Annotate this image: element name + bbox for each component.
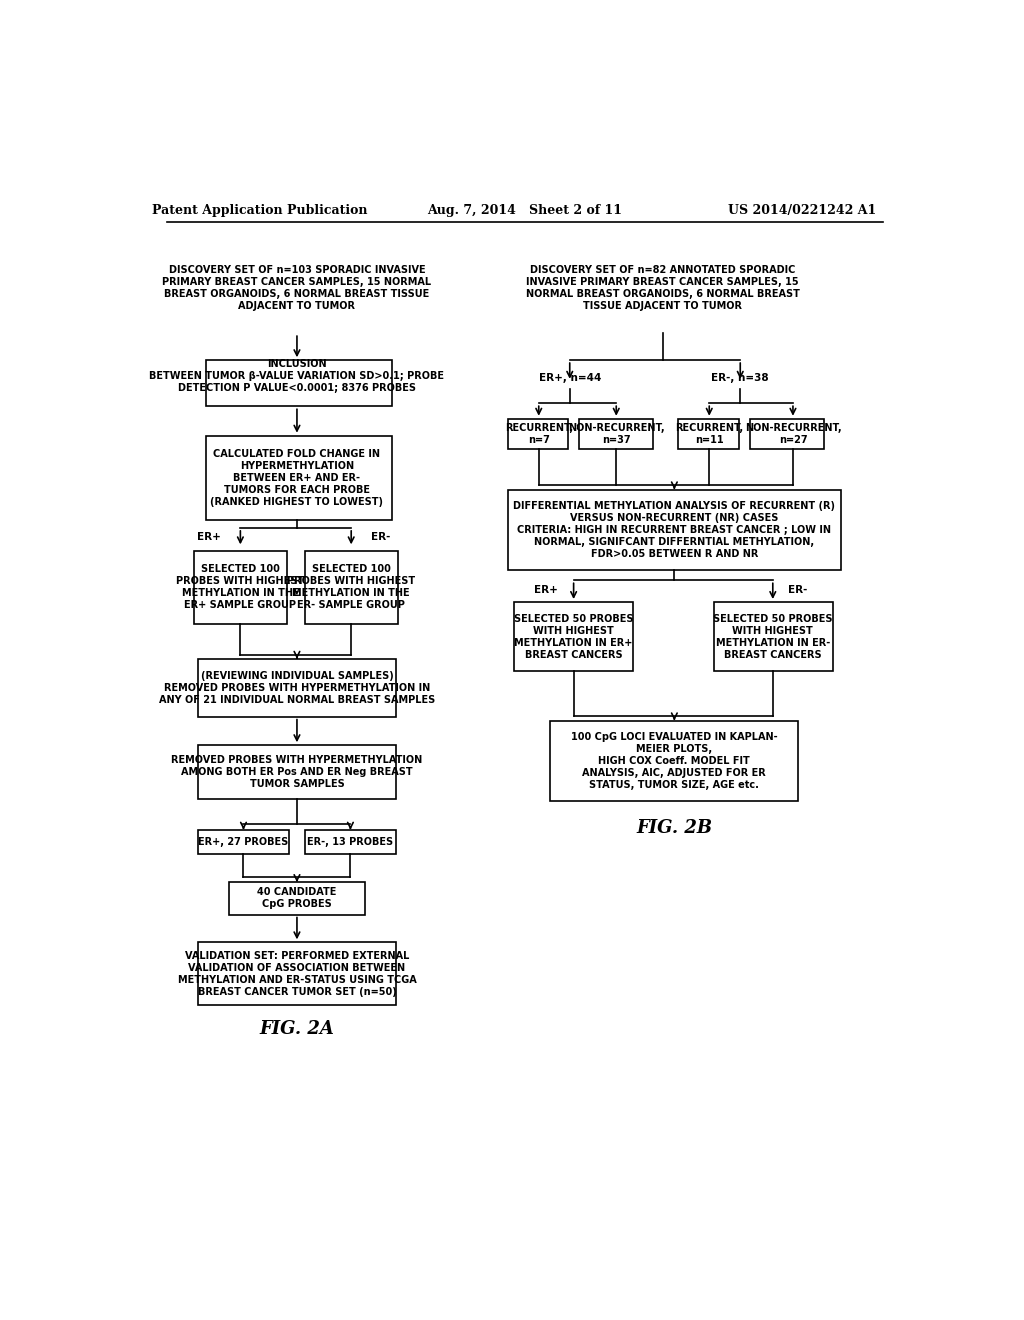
Text: FIG. 2B: FIG. 2B	[636, 820, 713, 837]
Bar	[198, 659, 396, 717]
Bar	[198, 942, 396, 1006]
Bar	[714, 602, 834, 671]
Bar	[678, 418, 738, 449]
Bar	[194, 552, 287, 624]
Text: ER+, 27 PROBES: ER+, 27 PROBES	[199, 837, 289, 847]
Text: FIG. 2A: FIG. 2A	[259, 1019, 335, 1038]
Text: DISCOVERY SET OF n=82 ANNOTATED SPORADIC
INVASIVE PRIMARY BREAST CANCER SAMPLES,: DISCOVERY SET OF n=82 ANNOTATED SPORADIC…	[525, 265, 800, 310]
Text: RECURRENT,
n=7: RECURRENT, n=7	[505, 422, 572, 445]
Bar	[508, 490, 841, 570]
Bar	[206, 436, 391, 520]
Text: DIFFERENTIAL METHYLATION ANALYSIS OF RECURRENT (R)
VERSUS NON-RECURRENT (NR) CAS: DIFFERENTIAL METHYLATION ANALYSIS OF REC…	[513, 500, 836, 558]
Text: US 2014/0221242 A1: US 2014/0221242 A1	[728, 205, 877, 218]
Text: ER-: ER-	[371, 532, 390, 543]
Text: SELECTED 100
PROBES WITH HIGHEST
METHYLATION IN THE
ER+ SAMPLE GROUP: SELECTED 100 PROBES WITH HIGHEST METHYLA…	[176, 564, 304, 610]
Bar	[228, 882, 366, 915]
Text: NON-RECURRENT,
n=27: NON-RECURRENT, n=27	[744, 422, 842, 445]
Bar	[508, 418, 568, 449]
Text: ER-, 13 PROBES: ER-, 13 PROBES	[307, 837, 393, 847]
Bar	[550, 721, 799, 801]
Text: 40 CANDIDATE
CpG PROBES: 40 CANDIDATE CpG PROBES	[257, 887, 337, 909]
Bar	[514, 602, 633, 671]
Text: Patent Application Publication: Patent Application Publication	[152, 205, 368, 218]
Bar	[305, 830, 396, 854]
Text: SELECTED 100
PROBES WITH HIGHEST
METHYLATION IN THE
ER- SAMPLE GROUP: SELECTED 100 PROBES WITH HIGHEST METHYLA…	[287, 564, 416, 610]
Text: VALIDATION SET: PERFORMED EXTERNAL
VALIDATION OF ASSOCIATION BETWEEN
METHYLATION: VALIDATION SET: PERFORMED EXTERNAL VALID…	[177, 950, 417, 997]
Text: REMOVED PROBES WITH HYPERMETHYLATION
AMONG BOTH ER Pos AND ER Neg BREAST
TUMOR S: REMOVED PROBES WITH HYPERMETHYLATION AMO…	[171, 755, 423, 789]
Text: ER+: ER+	[535, 585, 558, 594]
Bar	[206, 360, 391, 407]
Bar	[579, 418, 653, 449]
Text: SELECTED 50 PROBES
WITH HIGHEST
METHYLATION IN ER-
BREAST CANCERS: SELECTED 50 PROBES WITH HIGHEST METHYLAT…	[713, 614, 833, 660]
Text: SELECTED 50 PROBES
WITH HIGHEST
METHYLATION IN ER+
BREAST CANCERS: SELECTED 50 PROBES WITH HIGHEST METHYLAT…	[514, 614, 634, 660]
Text: (REVIEWING INDIVIDUAL SAMPLES)
REMOVED PROBES WITH HYPERMETHYLATION IN
ANY OF 21: (REVIEWING INDIVIDUAL SAMPLES) REMOVED P…	[159, 671, 435, 705]
Text: DISCOVERY SET OF n=103 SPORADIC INVASIVE
PRIMARY BREAST CANCER SAMPLES, 15 NORMA: DISCOVERY SET OF n=103 SPORADIC INVASIVE…	[163, 265, 431, 310]
Text: ER-, n=38: ER-, n=38	[712, 372, 769, 383]
Text: Aug. 7, 2014   Sheet 2 of 11: Aug. 7, 2014 Sheet 2 of 11	[427, 205, 623, 218]
Text: ER+: ER+	[198, 532, 221, 543]
Bar	[305, 552, 397, 624]
Text: NON-RECURRENT,
n=37: NON-RECURRENT, n=37	[568, 422, 665, 445]
Text: CALCULATED FOLD CHANGE IN
HYPERMETHYLATION
BETWEEN ER+ AND ER-
TUMORS FOR EACH P: CALCULATED FOLD CHANGE IN HYPERMETHYLATI…	[211, 449, 383, 507]
Bar	[198, 830, 289, 854]
Text: ER-: ER-	[788, 585, 808, 594]
Text: INCLUSION
BETWEEN TUMOR β-VALUE VARIATION SD>0.1; PROBE
DETECTION P VALUE<0.0001: INCLUSION BETWEEN TUMOR β-VALUE VARIATIO…	[150, 359, 444, 392]
Text: ER+, n=44: ER+, n=44	[539, 372, 601, 383]
Text: RECURRENT,
n=11: RECURRENT, n=11	[675, 422, 743, 445]
Bar	[198, 744, 396, 799]
Bar	[750, 418, 824, 449]
Text: 100 CpG LOCI EVALUATED IN KAPLAN-
MEIER PLOTS,
HIGH COX Coeff. MODEL FIT
ANALYSI: 100 CpG LOCI EVALUATED IN KAPLAN- MEIER …	[571, 731, 777, 789]
